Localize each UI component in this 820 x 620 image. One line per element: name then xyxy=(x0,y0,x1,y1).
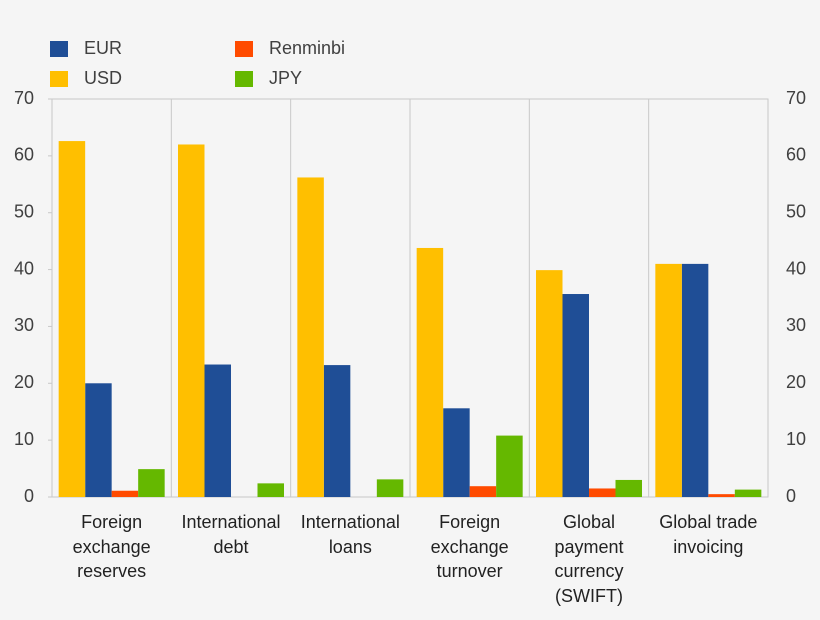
bar xyxy=(734,489,762,497)
y-tick-label: 10 xyxy=(14,429,34,449)
bar xyxy=(589,488,616,497)
bar xyxy=(323,365,351,497)
bar xyxy=(681,263,709,497)
bar xyxy=(178,144,205,497)
y-tick-label: 60 xyxy=(14,145,34,165)
y2-tick-label: 30 xyxy=(786,315,806,335)
bar xyxy=(536,270,563,497)
y2-tick-label: 40 xyxy=(786,258,806,278)
bar xyxy=(496,435,523,497)
x-tick-label: Global payment currency (SWIFT) xyxy=(554,512,624,606)
bar xyxy=(138,469,165,497)
x-tick-label: International debt xyxy=(181,512,281,557)
bar xyxy=(85,383,112,497)
bar xyxy=(708,494,735,497)
bar xyxy=(111,490,139,497)
legend-swatch xyxy=(235,41,253,57)
legend-label: USD xyxy=(84,68,122,88)
legend-swatch xyxy=(235,71,253,87)
y2-tick-label: 10 xyxy=(786,429,806,449)
bar xyxy=(297,177,324,497)
y-tick-label: 40 xyxy=(14,258,34,278)
bar xyxy=(443,408,470,497)
legend-label: Renminbi xyxy=(269,38,345,58)
bar xyxy=(58,141,86,497)
bar xyxy=(204,364,231,497)
bar xyxy=(469,486,497,497)
legend-swatch xyxy=(50,71,68,87)
y2-tick-label: 70 xyxy=(786,88,806,108)
bar xyxy=(655,263,682,497)
y-tick-label: 0 xyxy=(24,486,34,506)
x-tick-label: Foreign exchange turnover xyxy=(430,512,509,581)
y-tick-label: 70 xyxy=(14,88,34,108)
legend-label: EUR xyxy=(84,38,122,58)
bar xyxy=(615,479,642,497)
legend-swatch xyxy=(50,41,68,57)
bar xyxy=(562,294,589,497)
x-tick-label: Foreign exchange reserves xyxy=(72,512,151,581)
x-tick-label: International loans xyxy=(300,512,400,557)
legend-label: JPY xyxy=(269,68,302,88)
bar xyxy=(257,483,284,497)
bar xyxy=(416,247,444,497)
x-tick-label: Global trade invoicing xyxy=(659,512,758,557)
y-tick-label: 50 xyxy=(14,201,34,221)
bar xyxy=(376,479,404,497)
y-tick-label: 20 xyxy=(14,372,34,392)
y2-tick-label: 50 xyxy=(786,201,806,221)
y2-tick-label: 0 xyxy=(786,486,796,506)
y2-tick-label: 60 xyxy=(786,145,806,165)
y2-tick-label: 20 xyxy=(786,372,806,392)
y-tick-label: 30 xyxy=(14,315,34,335)
